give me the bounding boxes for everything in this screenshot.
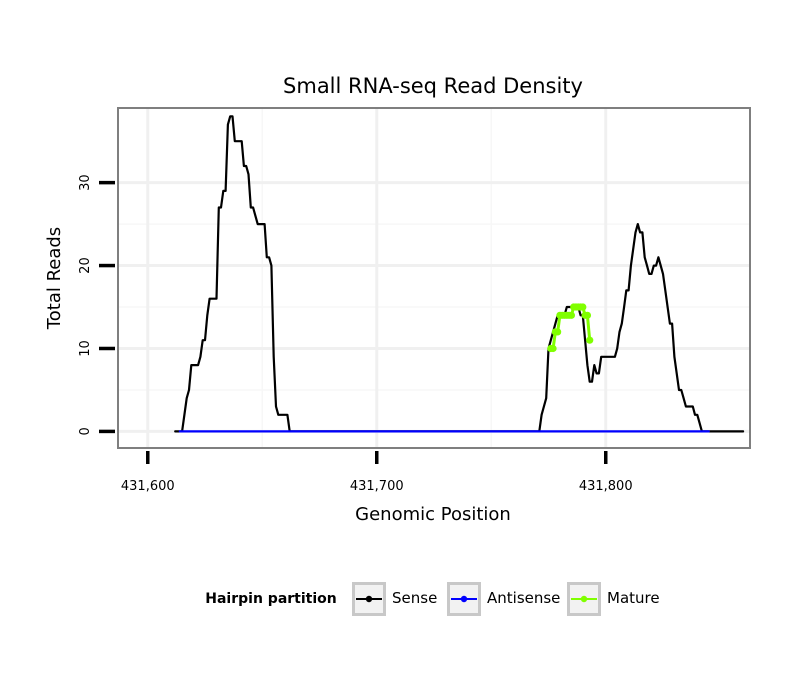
legend: Hairpin partition Sense Antisense Mature: [205, 582, 660, 616]
data-point-mature: [549, 344, 557, 353]
y-tick-label: 10: [78, 340, 93, 357]
chart-title: Small RNA-seq Read Density: [283, 74, 583, 98]
legend-label-antisense: Antisense: [487, 589, 560, 607]
legend-key-point: [460, 595, 468, 603]
x-tick-label: 431,700: [350, 479, 404, 494]
x-tick-label: 431,800: [579, 479, 633, 494]
plot-area: 431,600 431,700 431,800 0 10 20 30: [78, 107, 751, 494]
y-tick-label: 0: [78, 427, 93, 435]
x-axis-title: Genomic Position: [355, 504, 511, 525]
y-tick-label: 20: [78, 257, 93, 274]
data-point-mature: [567, 311, 575, 319]
data-point-mature: [583, 311, 592, 319]
data-point-mature: [554, 328, 562, 336]
legend-key-point: [580, 595, 588, 603]
y-axis-title: Total Reads: [44, 227, 65, 330]
data-point-mature: [579, 303, 587, 311]
plot-background: [118, 108, 750, 448]
legend-label-sense: Sense: [392, 589, 437, 607]
legend-key-point: [365, 595, 373, 603]
x-tick-label: 431,600: [121, 479, 175, 494]
plot-border: [117, 107, 751, 449]
legend-title: Hairpin partition: [205, 591, 336, 607]
y-tick-label: 30: [78, 174, 93, 191]
series-line-sense: [174, 115, 745, 433]
legend-label-mature: Mature: [607, 589, 660, 607]
data-point-mature: [586, 336, 594, 344]
